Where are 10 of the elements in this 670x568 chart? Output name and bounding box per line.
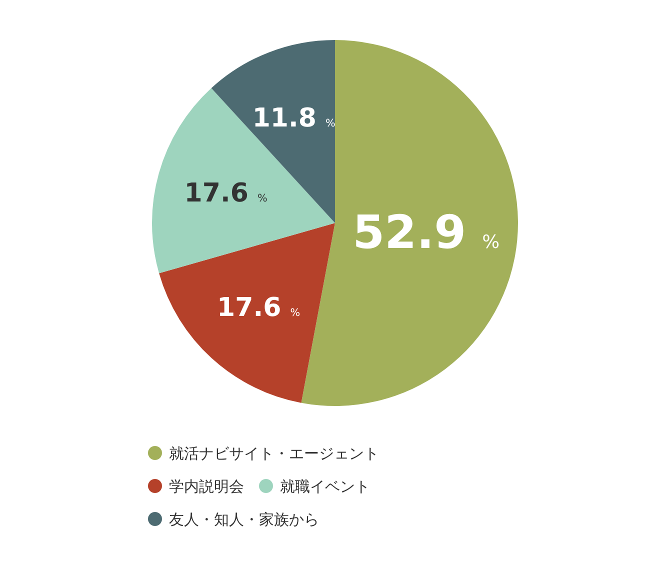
- legend-label: 就職イベント: [280, 478, 370, 496]
- data-label: 11.8 %: [252, 104, 336, 134]
- legend-label: 就活ナビサイト・エージェント: [169, 444, 379, 462]
- data-label: 17.6 %: [217, 293, 300, 324]
- data-label: 52.9 %: [352, 205, 500, 260]
- pie-slice: [152, 88, 335, 274]
- pie-slice: [159, 223, 335, 403]
- legend-label: 友人・知人・家族から: [169, 510, 319, 528]
- data-label: 17.6 %: [184, 178, 268, 209]
- legend-label: 学内説明会: [169, 478, 244, 496]
